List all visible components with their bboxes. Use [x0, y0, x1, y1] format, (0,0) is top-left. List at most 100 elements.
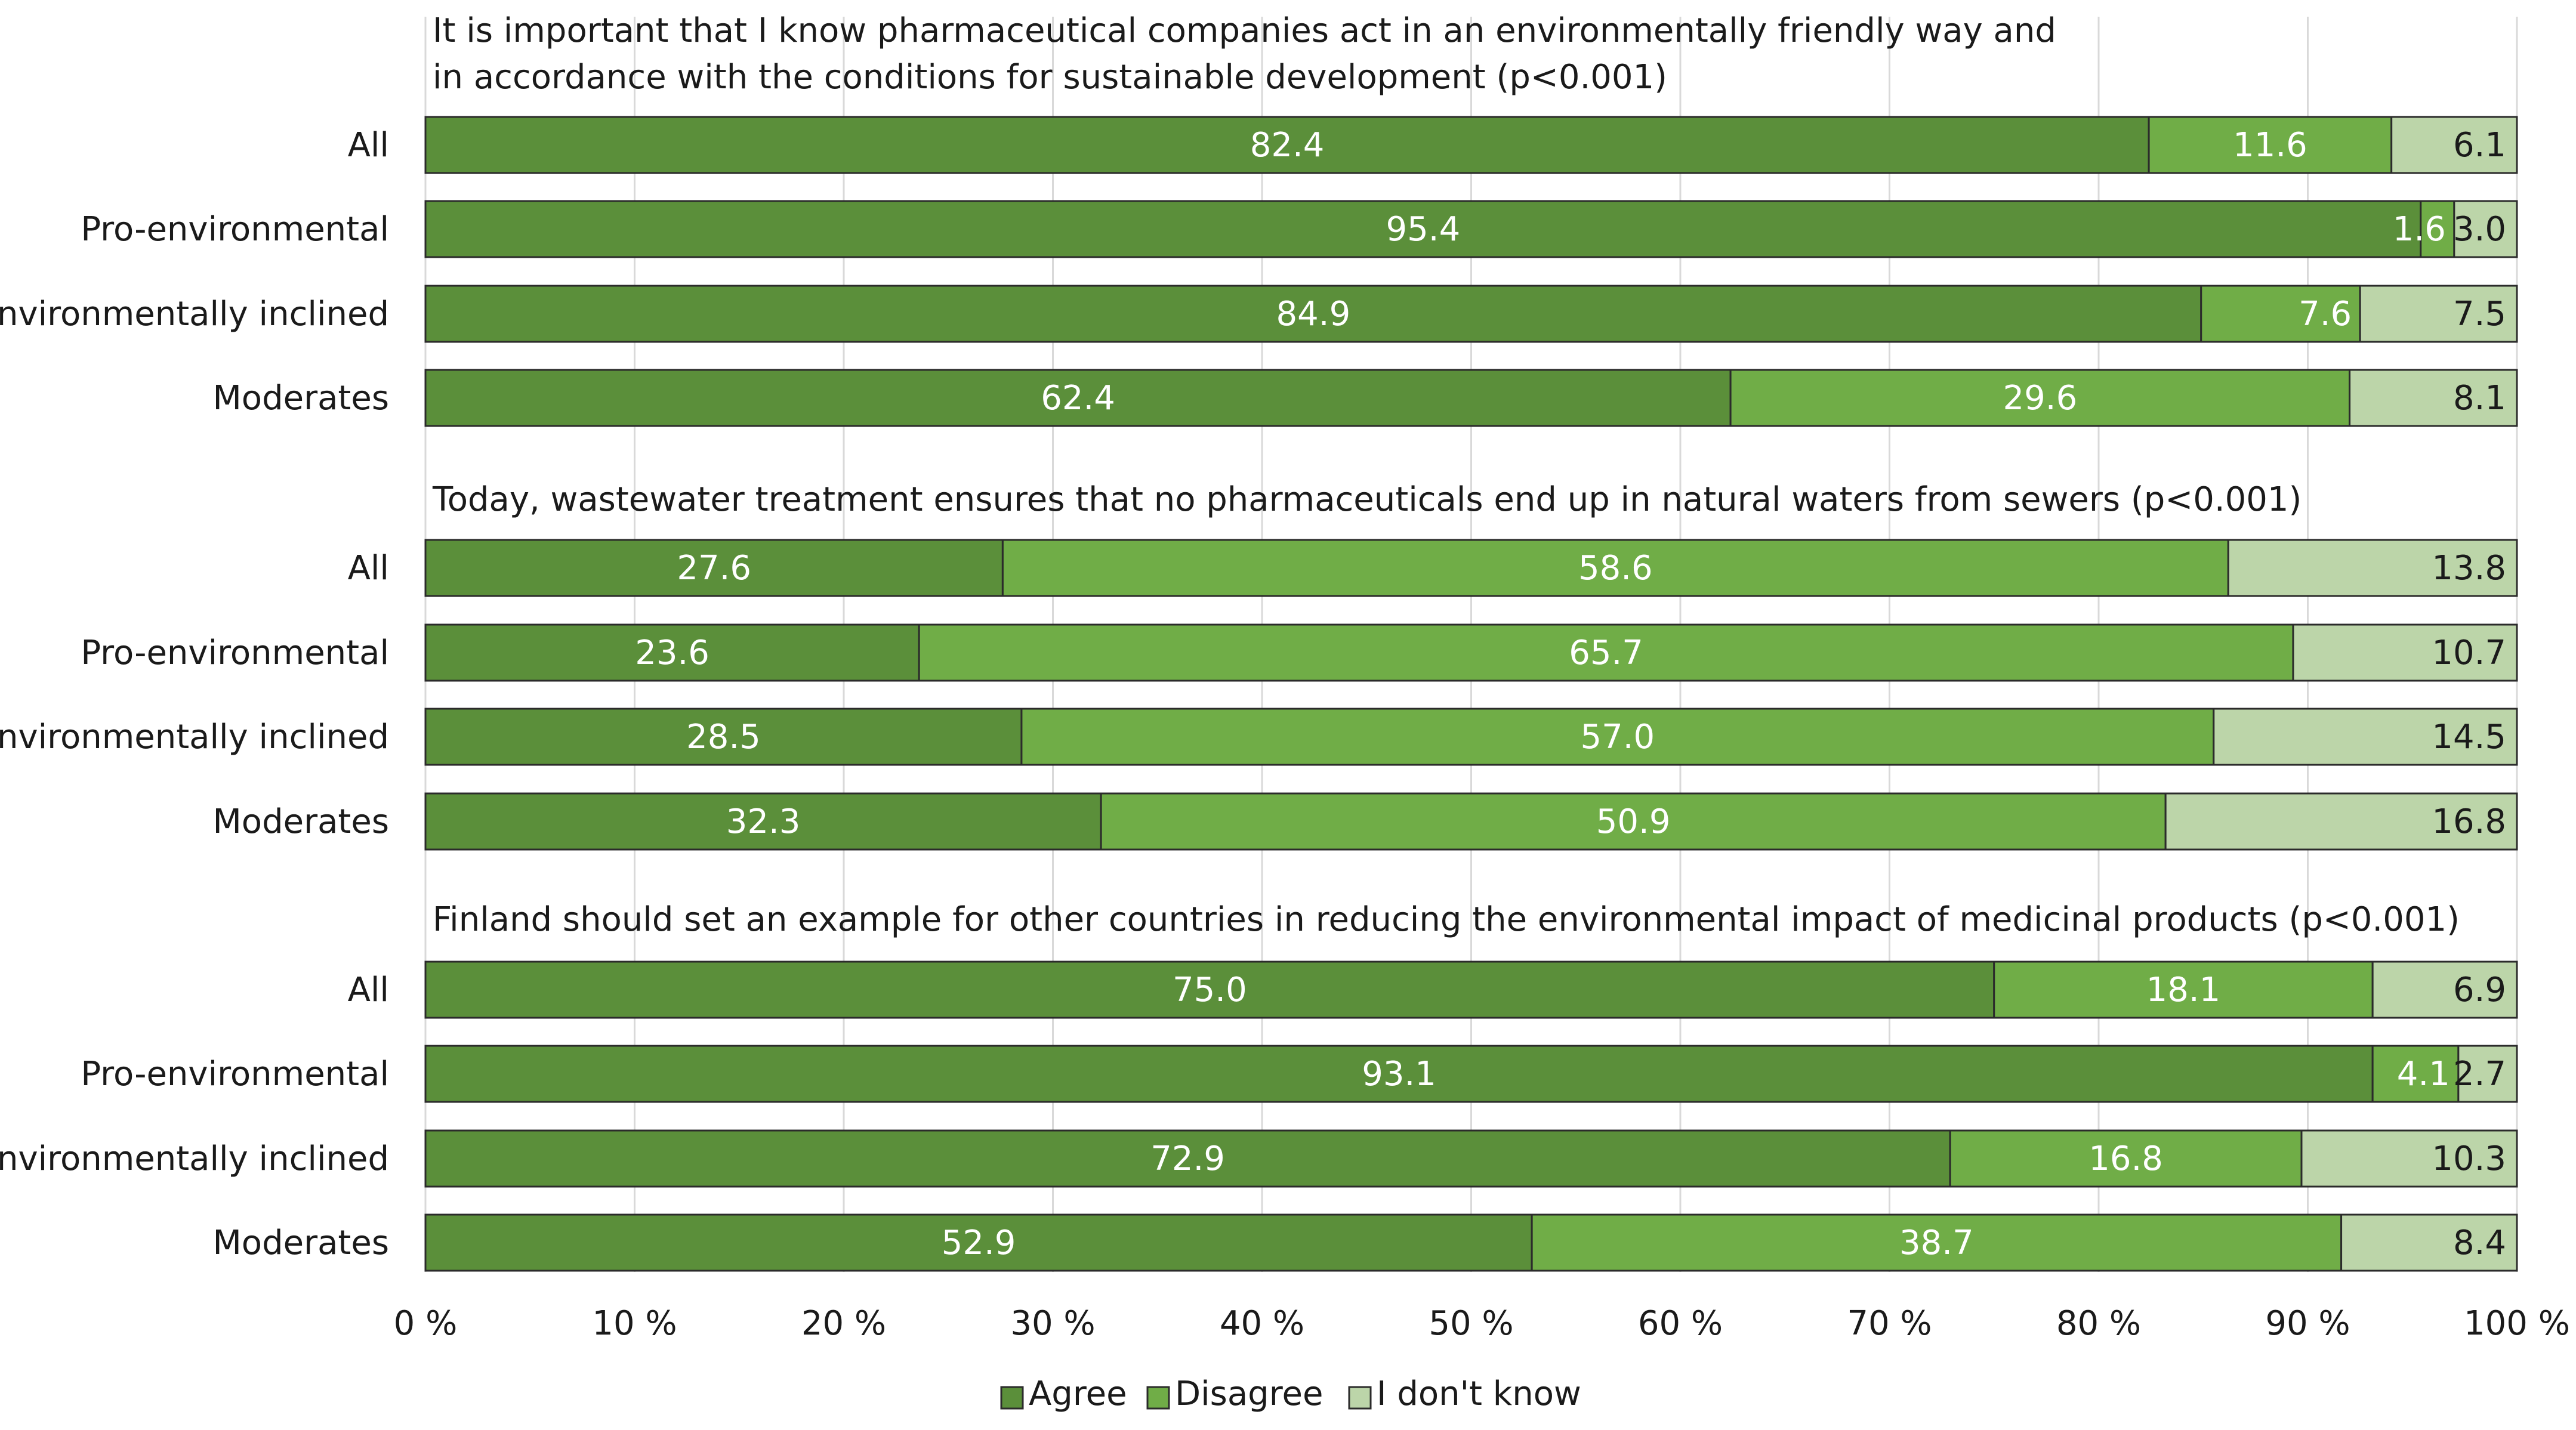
data-label: 14.5: [2432, 718, 2506, 756]
data-label: 72.9: [1150, 1139, 1225, 1178]
legend-label: Disagree: [1175, 1375, 1323, 1413]
bar-segment-dont-know: [2457, 1045, 2518, 1103]
bar-segment-dont-know: [2164, 792, 2518, 851]
x-tick-label: 40 %: [1220, 1304, 1304, 1343]
bar-segment-disagree: [1729, 369, 2351, 427]
data-label: 75.0: [1173, 971, 1247, 1009]
group-title-1: in accordance with the conditions for su…: [433, 58, 1667, 97]
category-label: Environmentally inclined: [0, 1139, 389, 1178]
legend-swatch-dont-know: [1348, 1386, 1372, 1410]
data-label: 29.6: [2003, 379, 2078, 418]
data-label: 93.1: [1362, 1055, 1436, 1094]
bar-segment-agree: [424, 539, 1004, 597]
data-label: 10.3: [2432, 1139, 2506, 1178]
category-label: Moderates: [212, 1224, 389, 1262]
data-label: 3.0: [2453, 210, 2506, 249]
data-label: 6.1: [2453, 126, 2506, 165]
data-label: 57.0: [1581, 718, 1655, 756]
x-tick-label: 30 %: [1010, 1304, 1095, 1343]
category-label: Environmentally inclined: [0, 295, 389, 333]
bar-segment-disagree: [2200, 285, 2361, 343]
data-label: 13.8: [2432, 549, 2506, 588]
bar-segment-disagree: [1993, 960, 2374, 1019]
bar-segment-agree: [424, 623, 920, 682]
x-tick-label: 100 %: [2464, 1304, 2570, 1343]
data-label: 27.6: [677, 549, 751, 588]
bar-segment-dont-know: [2340, 1213, 2518, 1272]
bar-segment-dont-know: [2213, 708, 2518, 766]
bar-segment-dont-know: [2453, 200, 2518, 258]
category-label: Environmentally inclined: [0, 718, 389, 756]
data-label: 16.8: [2432, 802, 2506, 841]
bar-segment-disagree: [2371, 1045, 2460, 1103]
data-label: 4.1: [2397, 1055, 2450, 1094]
bar-segment-agree: [424, 200, 2422, 258]
x-tick-label: 0 %: [394, 1304, 458, 1343]
bar-segment-disagree: [2148, 116, 2393, 174]
data-label: 62.4: [1041, 379, 1115, 418]
data-label: 18.1: [2146, 971, 2221, 1009]
data-label: 84.9: [1276, 295, 1351, 333]
x-tick-label: 10 %: [592, 1304, 677, 1343]
data-label: 23.6: [635, 634, 709, 672]
data-label: 95.4: [1386, 210, 1461, 249]
bar-segment-dont-know: [2371, 960, 2518, 1019]
bar-segment-disagree: [918, 623, 2294, 682]
bar-segment-agree: [424, 116, 2150, 174]
bar-segment-agree: [424, 369, 1732, 427]
category-label: Pro-environmental: [81, 1055, 389, 1094]
category-labels: All Pro-environmental Environmentally incl…: [0, 126, 389, 1262]
category-label: All: [348, 971, 389, 1009]
legend-label: Agree: [1029, 1375, 1127, 1413]
data-label: 6.9: [2453, 971, 2506, 1009]
bar-segment-disagree: [2420, 200, 2455, 258]
group-titles: It is important that I know pharmaceutic…: [432, 11, 2460, 939]
data-label: 82.4: [1250, 126, 1325, 165]
bar-segment-agree: [424, 285, 2202, 343]
x-tick-label: 80 %: [2056, 1304, 2141, 1343]
legend: Agree Disagree I don't know: [1000, 1375, 1581, 1413]
bar-segment-agree: [424, 1129, 1951, 1188]
category-label: All: [348, 126, 389, 165]
x-tick-label: 50 %: [1429, 1304, 1513, 1343]
data-label: 7.6: [2299, 295, 2352, 333]
category-label: Moderates: [212, 379, 389, 418]
data-label: 52.9: [942, 1224, 1016, 1262]
data-label: 1.6: [2393, 210, 2446, 249]
x-tick-label: 90 %: [2265, 1304, 2350, 1343]
group-title-1: It is important that I know pharmaceutic…: [433, 11, 2056, 50]
bar-segment-dont-know: [2349, 369, 2518, 427]
bar-segment-dont-know: [2227, 539, 2518, 597]
bar-segment-dont-know: [2359, 285, 2518, 343]
data-label: 10.7: [2432, 634, 2506, 672]
bar-segment-disagree: [1001, 539, 2229, 597]
x-tick-label: 70 %: [1847, 1304, 1932, 1343]
data-label: 7.5: [2453, 295, 2506, 333]
group-title-3: Finland should set an example for other …: [433, 900, 2460, 939]
data-label: 65.7: [1569, 634, 1643, 672]
bar-segment-agree: [424, 792, 1102, 851]
category-label: Pro-environmental: [81, 210, 389, 249]
bar-segment-disagree: [1531, 1213, 2343, 1272]
legend-swatch-disagree: [1146, 1386, 1170, 1410]
bar-segment-disagree: [1100, 792, 2167, 851]
data-label: 32.3: [726, 802, 801, 841]
bar-segment-dont-know: [2292, 623, 2518, 682]
legend-label: I don't know: [1377, 1375, 1581, 1413]
data-label: 2.7: [2453, 1055, 2506, 1094]
category-label: Moderates: [212, 802, 389, 841]
data-label: 16.8: [2088, 1139, 2163, 1178]
category-label: All: [348, 549, 389, 588]
data-label: 38.7: [1899, 1224, 1974, 1262]
bar-segment-dont-know: [2300, 1129, 2518, 1188]
data-label: 8.4: [2453, 1224, 2506, 1262]
data-label: 58.6: [1578, 549, 1653, 588]
x-tick-label: 60 %: [1638, 1304, 1723, 1343]
category-label: Pro-environmental: [81, 634, 389, 672]
legend-swatch-agree: [1000, 1386, 1024, 1410]
group-title-2: Today, wastewater treatment ensures that…: [432, 480, 2302, 519]
bars: 82.4 11.6 6.1 95.4 1.6 3.0 84.9 7.6 7.5 62.4 29.6 8…: [424, 116, 2518, 1272]
data-label: 8.1: [2453, 379, 2506, 418]
